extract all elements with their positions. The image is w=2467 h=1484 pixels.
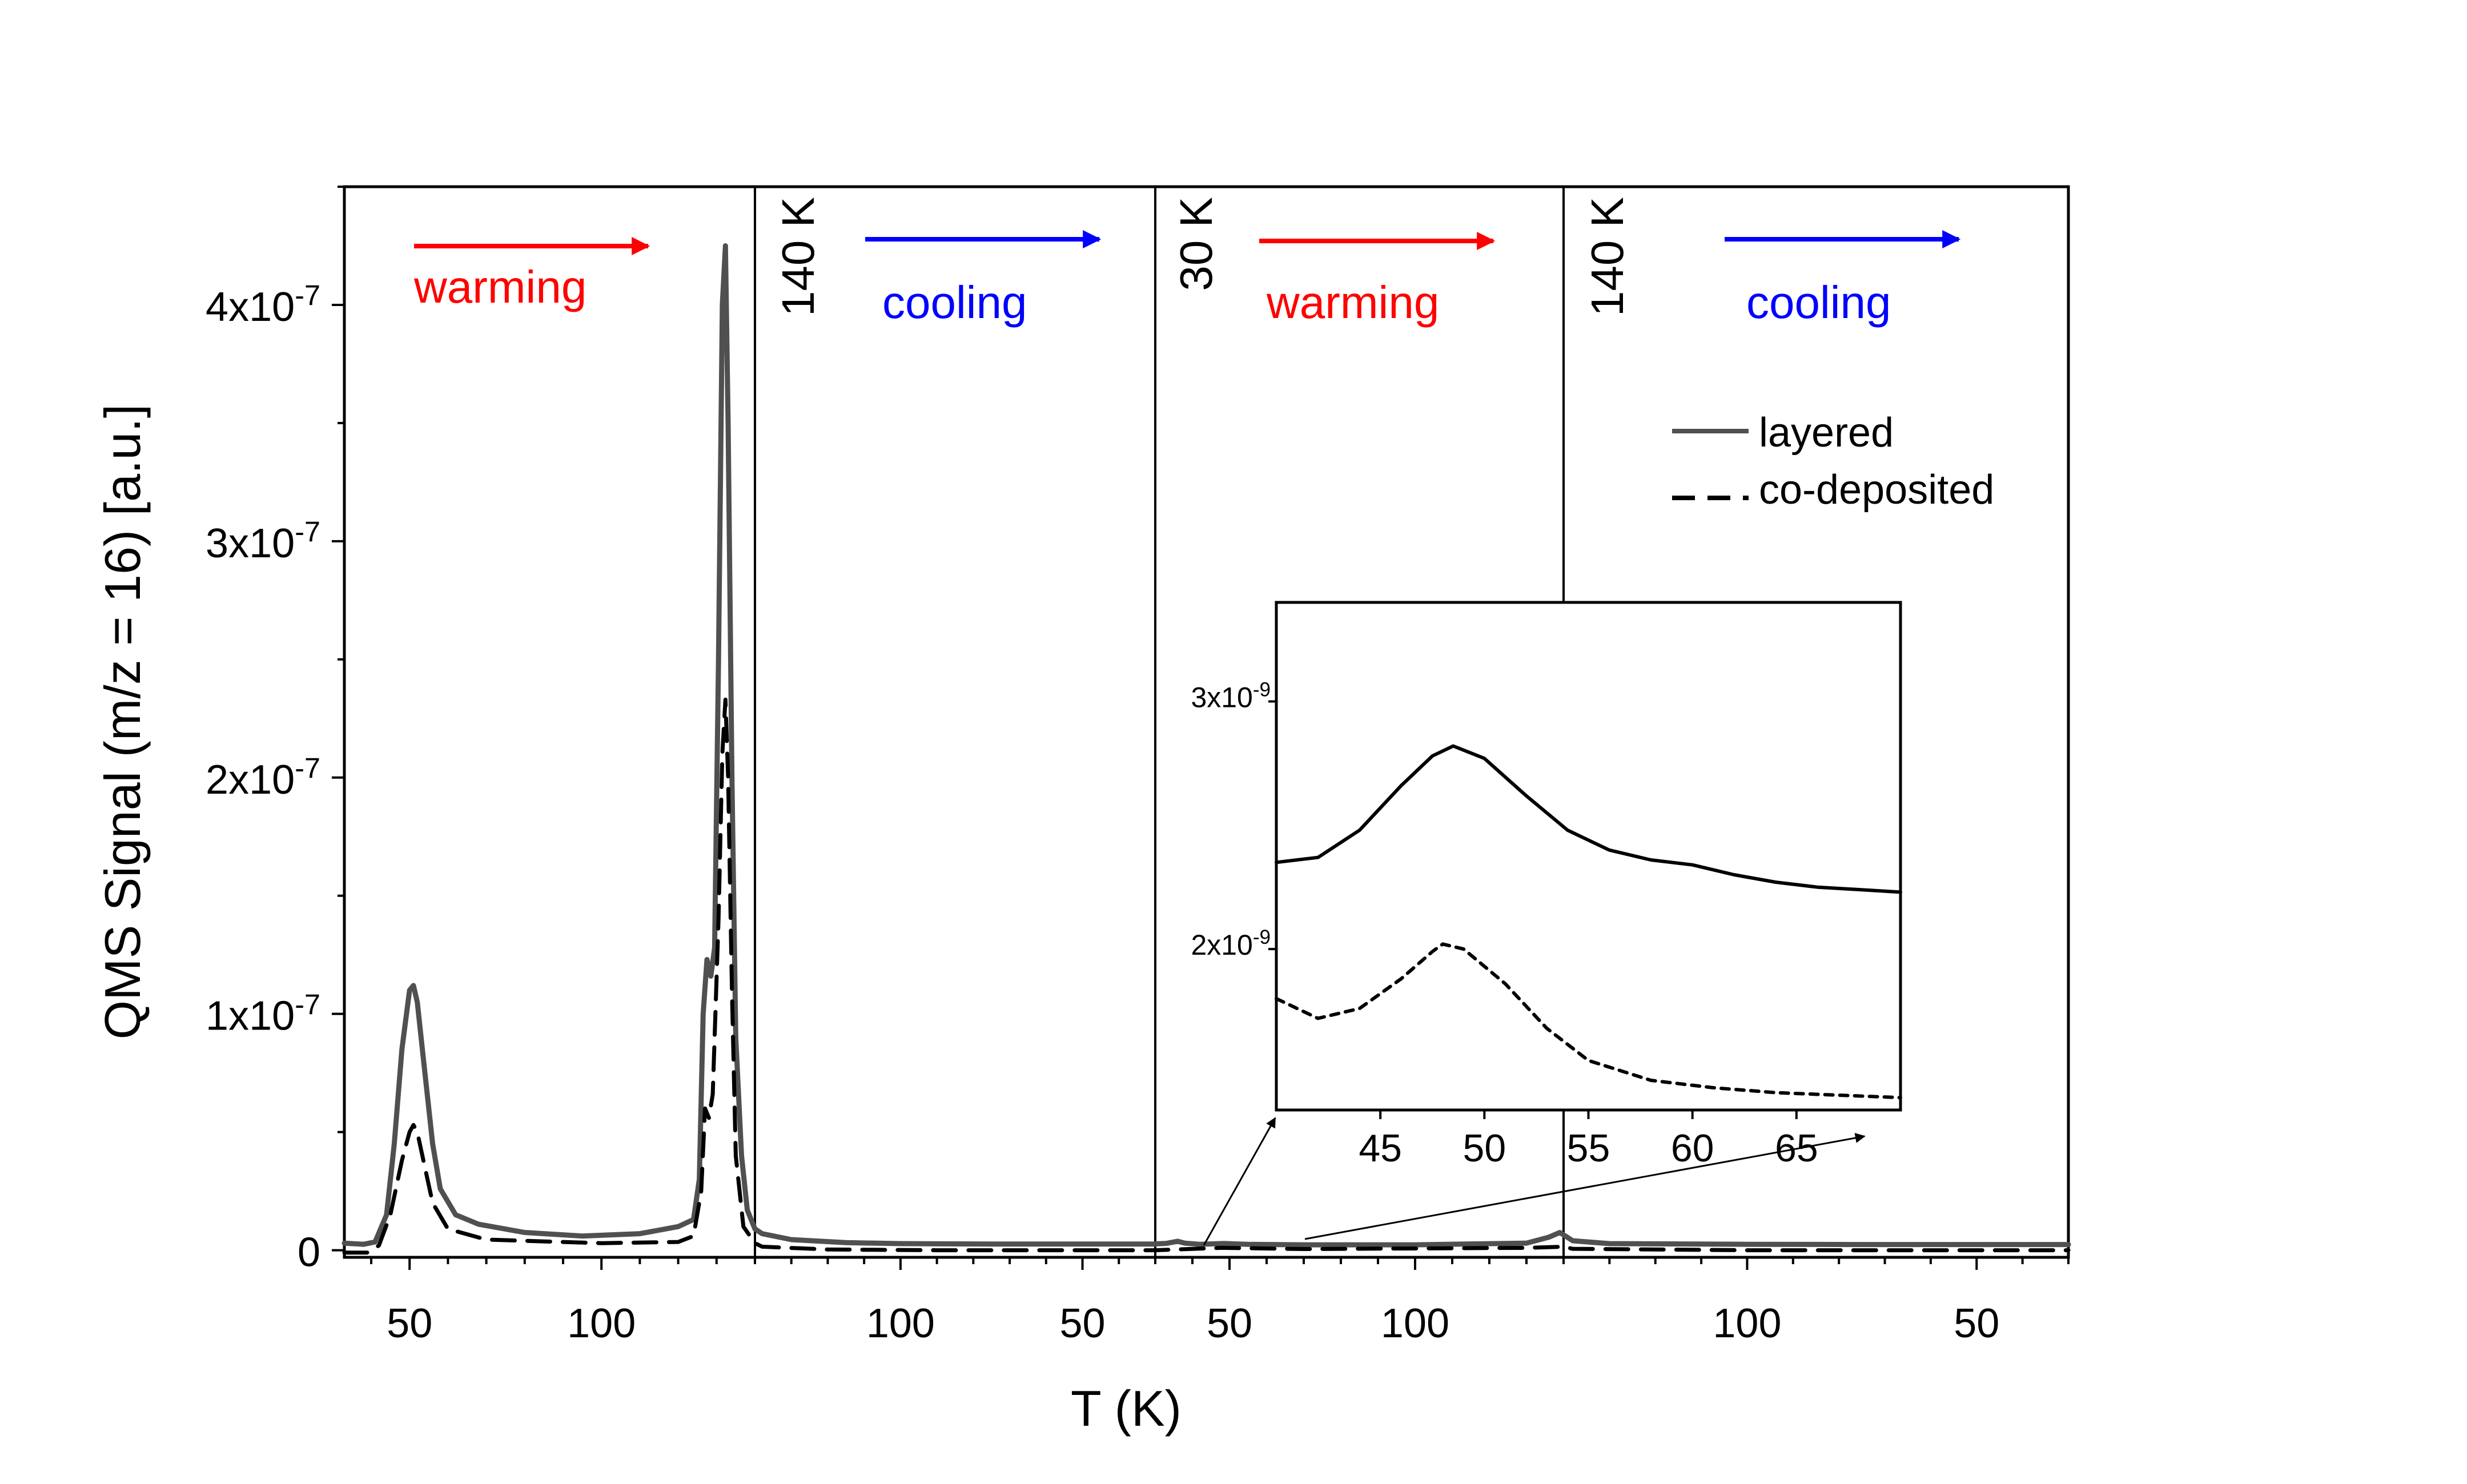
series-co-deposited xyxy=(342,697,2071,1255)
x-tick-label: 100 xyxy=(1713,1301,1781,1346)
x-axis-title: T (K) xyxy=(1071,1380,1182,1437)
cooling-label-1: cooling xyxy=(882,277,1027,328)
boundary-label-140k-2: 140 K xyxy=(1582,197,1633,316)
x-tick-label: 50 xyxy=(1954,1301,1999,1346)
x-tick-label: 50 xyxy=(1059,1301,1105,1346)
zoom-arrow-right xyxy=(1304,1133,1866,1240)
series-layered xyxy=(341,243,2071,1248)
legend-label-layered: layered xyxy=(1759,410,1894,456)
warming-label-2: warming xyxy=(1266,277,1439,328)
y-axis-title: QMS Signal (m/z = 16) [a.u.] xyxy=(94,404,151,1040)
inset-frame xyxy=(1275,601,1902,1112)
inset-y-tick-label: 2x10-9 xyxy=(1191,926,1271,961)
x-tick-label: 50 xyxy=(1207,1301,1252,1346)
y-tick-label: 0 xyxy=(298,1230,320,1276)
boundary-label-140k-1: 140 K xyxy=(773,197,823,316)
y-tick-label: 3x10-7 xyxy=(206,516,320,566)
y-tick-label: 2x10-7 xyxy=(206,751,320,802)
inset-series-layered xyxy=(1275,744,1902,894)
y-tick-label: 4x10-7 xyxy=(206,279,320,330)
x-tick-label: 100 xyxy=(1381,1301,1449,1346)
inset-series-co-deposited xyxy=(1275,942,1902,1100)
x-tick-label: 100 xyxy=(866,1301,935,1346)
zoom-arrow-left xyxy=(1203,1117,1276,1246)
inset-x-tick-label: 50 xyxy=(1463,1127,1506,1170)
inset-x-tick-label: 45 xyxy=(1359,1127,1402,1170)
plot-frame xyxy=(343,185,2070,1259)
warming-label-1: warming xyxy=(413,262,586,312)
cooling-label-2: cooling xyxy=(1746,277,1891,328)
inset-x-tick-label: 60 xyxy=(1671,1127,1714,1170)
inset-x-tick-label: 55 xyxy=(1567,1127,1610,1170)
inset-y-tick-label: 3x10-9 xyxy=(1191,678,1271,713)
x-tick-label: 50 xyxy=(387,1301,432,1346)
x-tick-label: 100 xyxy=(567,1301,636,1346)
boundary-label-30k: 30 K xyxy=(1171,197,1222,291)
legend-label-co-deposited: co-deposited xyxy=(1759,467,1994,513)
y-tick-label: 1x10-7 xyxy=(206,988,320,1039)
